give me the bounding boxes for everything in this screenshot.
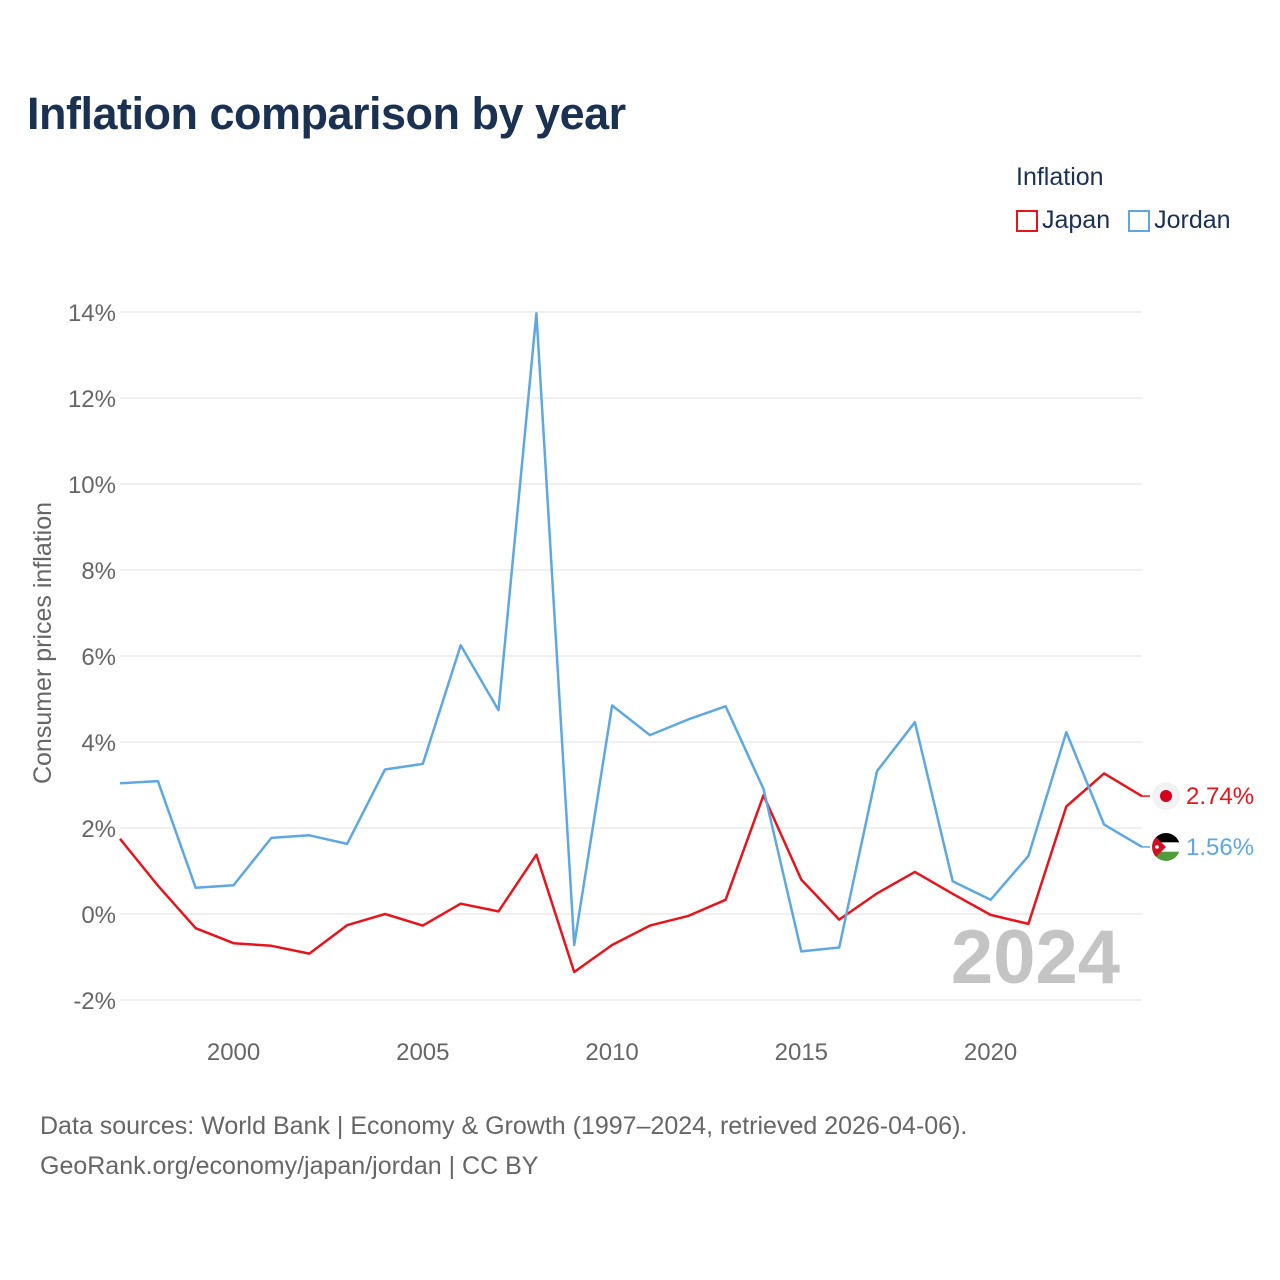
legend-label-japan: Japan [1042,206,1111,234]
y-tick-label: 6% [81,644,116,671]
x-tick-label: 2015 [775,1039,828,1066]
legend-item-japan[interactable]: Japan [1016,206,1110,235]
legend-label-jordan: Jordan [1154,206,1231,234]
legend-title: Inflation [1016,163,1104,191]
japan-flag-icon [1152,782,1180,810]
y-tick-label: 4% [81,730,116,757]
y-tick-label: -2% [73,988,116,1015]
y-tick-label: 10% [68,472,116,499]
x-tick-label: 2020 [964,1039,1017,1066]
legend-item-jordan[interactable]: Jordan [1128,206,1231,235]
chart-title: Inflation comparison by year [27,88,626,139]
y-tick-label: 8% [81,558,116,585]
y-tick-label: 14% [68,300,116,327]
jordan-flag-icon [1152,833,1180,861]
x-tick-label: 2000 [207,1039,260,1066]
y-tick-label: 12% [68,386,116,413]
y-axis-label: Consumer prices inflation [29,502,57,784]
source-line-1: Data sources: World Bank | Economy & Gro… [40,1112,968,1140]
x-tick-label: 2010 [585,1039,638,1066]
legend-swatch-jordan [1128,209,1151,232]
y-tick-label: 2% [81,816,116,843]
year-annotation: 2024 [951,915,1120,1000]
series-line-jordan[interactable] [119,312,1143,953]
x-tick-label: 2005 [396,1039,449,1066]
legend: Inflation Japan Jordan [1016,163,1231,235]
end-value-label-jordan: 1.56% [1186,834,1254,861]
legend-swatch-japan [1016,209,1038,232]
source-line-2: GeoRank.org/economy/japan/jordan | CC BY [40,1152,539,1180]
y-tick-label: 0% [81,902,116,929]
end-value-label-japan: 2.74% [1186,783,1254,810]
source-note: Data sources: World Bank | Economy & Gro… [40,1106,967,1186]
series-line-japan[interactable] [119,772,1143,974]
